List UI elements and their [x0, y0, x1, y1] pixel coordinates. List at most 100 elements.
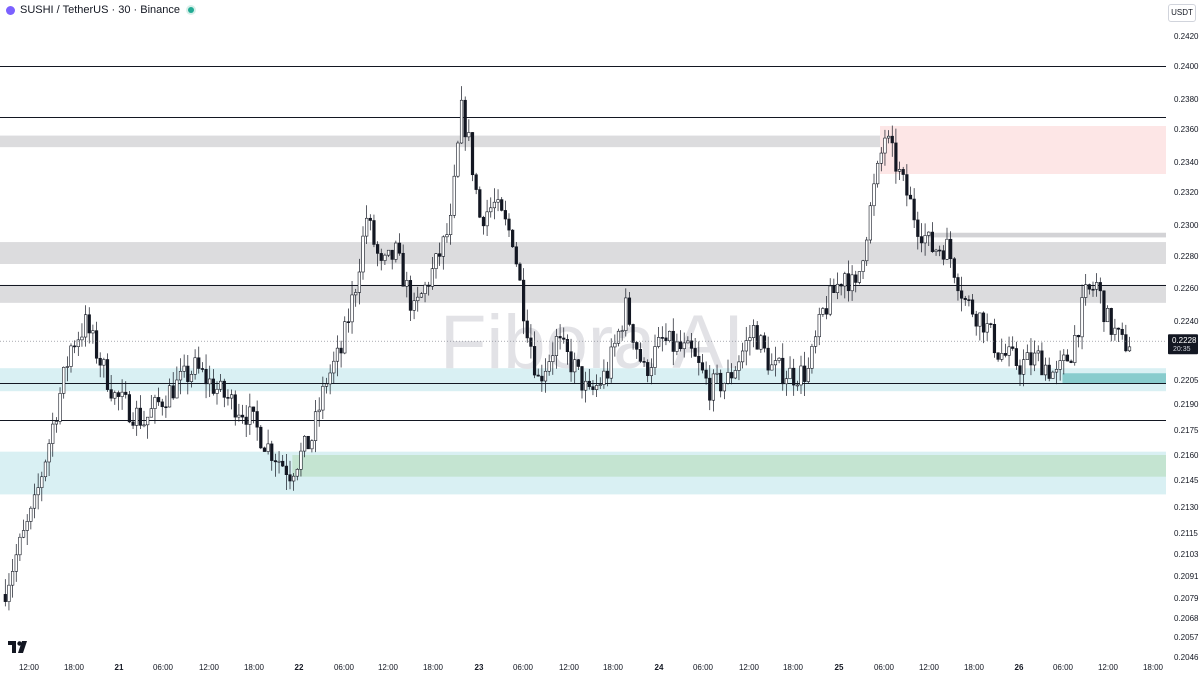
- candle[interactable]: [496, 189, 500, 212]
- candle[interactable]: [591, 380, 595, 396]
- candle[interactable]: [467, 119, 471, 141]
- candle[interactable]: [773, 346, 778, 377]
- candle[interactable]: [222, 378, 226, 408]
- candle[interactable]: [1091, 281, 1095, 297]
- candle[interactable]: [452, 164, 456, 219]
- candle[interactable]: [430, 256, 434, 290]
- candle[interactable]: [715, 364, 719, 384]
- candle[interactable]: [828, 278, 832, 317]
- candle[interactable]: [938, 245, 942, 257]
- candle[interactable]: [562, 327, 566, 344]
- candle[interactable]: [737, 355, 741, 381]
- candle[interactable]: [306, 435, 310, 450]
- candle[interactable]: [821, 306, 825, 317]
- candle[interactable]: [584, 371, 588, 403]
- candle[interactable]: [248, 393, 252, 435]
- candle[interactable]: [678, 330, 683, 352]
- candle[interactable]: [1033, 340, 1037, 372]
- candle[interactable]: [288, 460, 292, 490]
- candle[interactable]: [923, 223, 927, 256]
- candle[interactable]: [87, 307, 91, 344]
- candle[interactable]: [186, 355, 190, 395]
- candle[interactable]: [525, 309, 529, 343]
- candle[interactable]: [434, 252, 438, 279]
- candle[interactable]: [240, 404, 245, 424]
- candle[interactable]: [463, 96, 467, 151]
- candle[interactable]: [423, 281, 427, 303]
- candle[interactable]: [135, 400, 139, 436]
- candle[interactable]: [733, 366, 737, 380]
- candle[interactable]: [1073, 325, 1077, 366]
- candle[interactable]: [989, 322, 993, 328]
- candle[interactable]: [792, 358, 796, 396]
- candle[interactable]: [934, 248, 938, 256]
- candle[interactable]: [730, 363, 734, 385]
- candle[interactable]: [266, 429, 270, 455]
- candle[interactable]: [868, 202, 872, 244]
- candle[interactable]: [573, 352, 577, 384]
- candle[interactable]: [810, 343, 814, 374]
- candle[interactable]: [405, 271, 409, 298]
- candle[interactable]: [521, 268, 526, 335]
- candle[interactable]: [554, 328, 559, 369]
- candle[interactable]: [124, 381, 128, 399]
- candle[interactable]: [251, 406, 256, 424]
- candle[interactable]: [474, 172, 478, 195]
- candle[interactable]: [846, 260, 851, 302]
- candle[interactable]: [660, 326, 664, 352]
- candle[interactable]: [1065, 349, 1070, 362]
- candle[interactable]: [270, 440, 274, 471]
- candle[interactable]: [876, 160, 880, 188]
- candle[interactable]: [1014, 341, 1018, 370]
- candle[interactable]: [219, 373, 223, 392]
- candle[interactable]: [635, 341, 639, 359]
- candle[interactable]: [346, 308, 351, 333]
- candle[interactable]: [1018, 359, 1022, 386]
- candle[interactable]: [803, 351, 807, 396]
- candle[interactable]: [824, 296, 829, 320]
- candle[interactable]: [54, 417, 58, 433]
- candle[interactable]: [861, 259, 865, 280]
- candle[interactable]: [1127, 336, 1132, 353]
- candle[interactable]: [941, 245, 945, 266]
- candle[interactable]: [171, 372, 175, 400]
- candle[interactable]: [952, 257, 956, 284]
- candle[interactable]: [237, 403, 241, 422]
- candle[interactable]: [781, 343, 785, 391]
- candle[interactable]: [200, 362, 205, 373]
- candle[interactable]: [73, 340, 77, 354]
- candle[interactable]: [927, 231, 931, 246]
- candle[interactable]: [901, 166, 905, 182]
- candle[interactable]: [324, 377, 329, 394]
- candle[interactable]: [215, 381, 219, 405]
- candle[interactable]: [671, 318, 675, 366]
- candle[interactable]: [1025, 344, 1029, 360]
- candle[interactable]: [697, 341, 701, 376]
- candle[interactable]: [394, 240, 398, 263]
- candle[interactable]: [40, 471, 44, 502]
- candle[interactable]: [890, 125, 894, 157]
- candle[interactable]: [157, 387, 161, 406]
- candle[interactable]: [832, 278, 836, 293]
- candle[interactable]: [368, 214, 372, 231]
- candle[interactable]: [485, 199, 489, 236]
- candle[interactable]: [3, 579, 7, 607]
- candle[interactable]: [532, 331, 537, 379]
- candle[interactable]: [167, 378, 172, 408]
- candle[interactable]: [419, 292, 424, 298]
- candle[interactable]: [343, 316, 347, 355]
- candle[interactable]: [365, 205, 369, 244]
- candle[interactable]: [675, 333, 679, 356]
- candle[interactable]: [843, 271, 847, 299]
- candle[interactable]: [766, 336, 770, 375]
- candle[interactable]: [543, 358, 548, 393]
- candle[interactable]: [631, 323, 635, 350]
- candle[interactable]: [317, 397, 321, 427]
- candle[interactable]: [489, 197, 493, 218]
- candle[interactable]: [120, 379, 124, 410]
- candle[interactable]: [1069, 359, 1073, 364]
- candle[interactable]: [613, 334, 617, 357]
- candle[interactable]: [1084, 274, 1088, 306]
- candle[interactable]: [383, 253, 387, 265]
